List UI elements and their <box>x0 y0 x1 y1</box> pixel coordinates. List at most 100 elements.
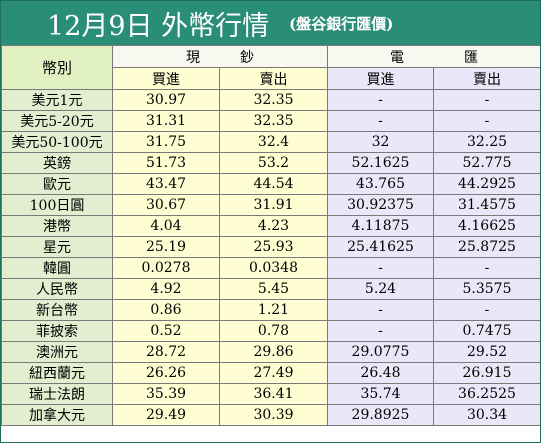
currency-cell: 瑞士法朗 <box>1 383 113 405</box>
tt-sell-cell: 26.915 <box>433 362 540 384</box>
table-row: 人民幣 4.92 5.45 5.24 5.3575 <box>1 278 540 300</box>
title-bar: 12月9日 外幣行情 (盤谷銀行匯價) <box>1 1 540 45</box>
cash-buy-cell: 4.92 <box>112 278 220 300</box>
cash-buy-cell: 0.52 <box>112 320 220 342</box>
table-row: 港幣 4.04 4.23 4.11875 4.16625 <box>1 215 540 237</box>
cash-buy-cell: 31.31 <box>112 110 220 132</box>
currency-cell: 紐西蘭元 <box>1 362 113 384</box>
header-row-groups: 幣別 現鈔 電匯 <box>1 45 540 90</box>
cash-buy-header: 買進 <box>112 67 220 90</box>
currency-cell: 歐元 <box>1 173 113 195</box>
tt-buy-cell: 43.765 <box>327 173 434 195</box>
cash-buy-cell: 35.39 <box>112 383 220 405</box>
tt-sell-cell: 32.25 <box>433 131 540 153</box>
tt-buy-cell: 26.48 <box>327 362 434 384</box>
tt-sell-cell: - <box>433 110 540 132</box>
cash-buy-cell: 31.75 <box>112 131 220 153</box>
table-row: 美元5-20元 31.31 32.35- - <box>1 110 540 132</box>
tt-buy-header: 買進 <box>327 67 434 90</box>
cash-buy-cell: 28.72 <box>112 341 220 363</box>
table-row: 歐元 43.47 44.54 43.765 44.2925 <box>1 173 540 195</box>
tt-sell-cell: 4.16625 <box>433 215 540 237</box>
cash-sell-cell: 29.86 <box>219 341 328 363</box>
currency-cell: 人民幣 <box>1 278 113 300</box>
rate-table: 幣別 現鈔 電匯 買進 賣出 買進 賣出 美元1元 30.97 32.35- - 美元5… <box>1 45 540 426</box>
tt-buy-cell: 52.1625 <box>327 152 434 174</box>
currency-cell: 100日圓 <box>1 194 113 216</box>
currency-cell: 加拿大元 <box>1 404 113 426</box>
tt-sell-cell: 52.775 <box>433 152 540 174</box>
cash-sell-cell: 31.91 <box>219 194 328 216</box>
cash-sell-cell: 0.0348 <box>219 257 328 279</box>
cash-buy-cell: 26.26 <box>112 362 220 384</box>
table-row: 菲披索 0.52 0.78-0.7475 <box>1 320 540 342</box>
currency-cell: 美元50-100元 <box>1 131 113 153</box>
table-row: 新台幣 0.86 1.21- - <box>1 299 540 321</box>
cash-sell-cell: 4.23 <box>219 215 328 237</box>
cash-sell-cell: 32.35 <box>219 110 328 132</box>
tt-sell-header: 賣出 <box>433 67 540 90</box>
tt-sell-cell: 30.34 <box>433 404 540 426</box>
tt-buy-cell: 35.74 <box>327 383 434 405</box>
table-row: 星元 25.19 25.93 25.41625 25.8725 <box>1 236 540 258</box>
cash-buy-cell: 43.47 <box>112 173 220 195</box>
page-subtitle: (盤谷銀行匯價) <box>289 14 394 33</box>
table-row: 英鎊 51.73 53.2 52.1625 52.775 <box>1 152 540 174</box>
tt-group-header: 電匯 <box>327 45 540 68</box>
cash-sell-cell: 36.41 <box>219 383 328 405</box>
tt-sell-cell: 36.2525 <box>433 383 540 405</box>
currency-cell: 澳洲元 <box>1 341 113 363</box>
tt-buy-cell: 30.92375 <box>327 194 434 216</box>
tt-buy-cell: 29.8925 <box>327 404 434 426</box>
tt-sell-cell: 31.4575 <box>433 194 540 216</box>
tt-sell-cell: - <box>433 299 540 321</box>
tt-sell-cell: 29.52 <box>433 341 540 363</box>
currency-header: 幣別 <box>1 45 113 90</box>
tt-buy-cell: 25.41625 <box>327 236 434 258</box>
tt-sell-cell: 0.7475 <box>433 320 540 342</box>
header-row-columns: 買進 賣出 買進 賣出 <box>2 67 540 90</box>
cash-buy-cell: 0.86 <box>112 299 220 321</box>
cash-sell-cell: 27.49 <box>219 362 328 384</box>
cash-group-header: 現鈔 <box>112 45 328 68</box>
currency-cell: 英鎊 <box>1 152 113 174</box>
tt-buy-cell: 32 <box>327 131 434 153</box>
tt-sell-cell: 44.2925 <box>433 173 540 195</box>
cash-sell-cell: 32.35 <box>219 89 328 111</box>
tt-buy-cell: 29.0775 <box>327 341 434 363</box>
table-row: 紐西蘭元 26.26 27.49 26.48 26.915 <box>1 362 540 384</box>
tt-buy-cell: 5.24 <box>327 278 434 300</box>
table-row: 加拿大元 29.49 30.39 29.8925 30.34 <box>1 404 540 426</box>
currency-cell: 菲披索 <box>1 320 113 342</box>
cash-buy-cell: 30.67 <box>112 194 220 216</box>
cash-sell-cell: 1.21 <box>219 299 328 321</box>
cash-sell-cell: 5.45 <box>219 278 328 300</box>
cash-buy-cell: 29.49 <box>112 404 220 426</box>
currency-cell: 韓圓 <box>1 257 113 279</box>
tt-sell-cell: 5.3575 <box>433 278 540 300</box>
currency-cell: 港幣 <box>1 215 113 237</box>
cash-sell-cell: 25.93 <box>219 236 328 258</box>
page-title: 12月9日 外幣行情 <box>47 10 270 42</box>
table-row: 韓圓 0.0278 0.0348- - <box>1 257 540 279</box>
cash-buy-cell: 25.19 <box>112 236 220 258</box>
cash-sell-cell: 30.39 <box>219 404 328 426</box>
currency-cell: 新台幣 <box>1 299 113 321</box>
cash-buy-cell: 51.73 <box>112 152 220 174</box>
tt-buy-cell: - <box>327 257 434 279</box>
cash-sell-header: 賣出 <box>219 67 328 90</box>
table-row: 美元50-100元 31.75 32.4 32 32.25 <box>1 131 540 153</box>
cash-sell-cell: 0.78 <box>219 320 328 342</box>
cash-sell-cell: 53.2 <box>219 152 328 174</box>
cash-buy-cell: 0.0278 <box>112 257 220 279</box>
tt-buy-cell: - <box>327 320 434 342</box>
cash-buy-cell: 30.97 <box>112 89 220 111</box>
table-row: 澳洲元 28.72 29.86 29.0775 29.52 <box>1 341 540 363</box>
cash-sell-cell: 32.4 <box>219 131 328 153</box>
tt-sell-cell: - <box>433 257 540 279</box>
table-row: 美元1元 30.97 32.35- - <box>1 89 540 111</box>
table-row: 瑞士法朗 35.39 36.41 35.74 36.2525 <box>1 383 540 405</box>
currency-cell: 星元 <box>1 236 113 258</box>
tt-buy-cell: - <box>327 110 434 132</box>
